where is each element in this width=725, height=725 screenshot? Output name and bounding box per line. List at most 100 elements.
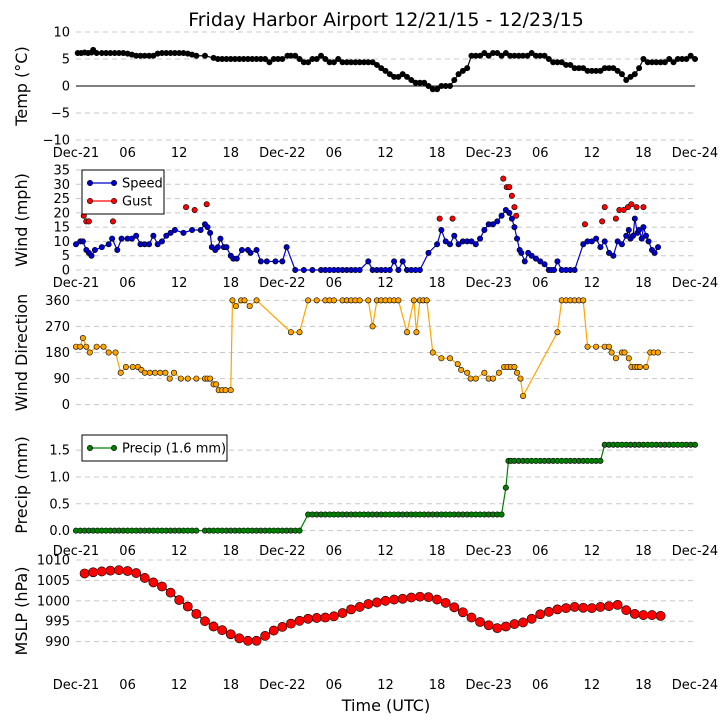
data-point: [292, 266, 299, 273]
y-tick-label: 360: [45, 294, 70, 309]
data-point: [203, 201, 210, 208]
data-point: [408, 77, 415, 84]
x-tick-label: 06: [326, 678, 343, 693]
data-point: [105, 565, 116, 576]
data-point: [629, 608, 640, 619]
data-point: [309, 266, 316, 273]
x-tick-label: 18: [222, 146, 239, 161]
data-point: [225, 629, 236, 640]
data-point: [373, 61, 380, 68]
data-point: [509, 619, 520, 629]
data-point: [584, 343, 591, 350]
data-point: [633, 204, 640, 211]
data-point: [642, 363, 649, 370]
data-point: [498, 511, 505, 518]
data-point: [601, 238, 608, 245]
data-point: [365, 258, 372, 265]
y-tick-label: 0: [62, 264, 70, 279]
data-point: [403, 73, 410, 80]
data-point: [77, 343, 84, 350]
data-point: [346, 604, 357, 615]
data-point: [630, 232, 637, 239]
data-point: [604, 601, 614, 612]
data-point: [655, 610, 666, 621]
data-point: [263, 258, 270, 265]
data-point: [597, 67, 604, 74]
x-tick-label: 18: [429, 544, 446, 559]
data-point: [495, 369, 502, 376]
data-point: [610, 65, 617, 72]
data-point: [485, 52, 492, 59]
data-point: [117, 369, 124, 376]
data-point: [508, 192, 515, 199]
data-point: [201, 52, 208, 59]
y-tick-label: 90: [53, 372, 70, 387]
data-point: [586, 603, 597, 614]
y-tick-label: 270: [45, 320, 70, 335]
data-point: [459, 67, 466, 74]
data-point: [129, 363, 136, 370]
data-point: [79, 568, 90, 579]
data-point: [691, 55, 698, 62]
data-point: [655, 349, 662, 356]
data-point: [416, 266, 423, 273]
series-wind-1: [80, 175, 647, 228]
y-axis-title: MSLP (hPa): [12, 567, 31, 656]
data-point: [395, 297, 402, 304]
data-point: [477, 52, 484, 59]
data-point: [569, 602, 580, 612]
data-point: [163, 232, 170, 239]
data-point: [246, 303, 253, 310]
data-point: [640, 55, 647, 62]
x-tick-label: 18: [429, 276, 446, 291]
data-point: [621, 349, 628, 356]
x-tick-label: Dec-22: [259, 678, 305, 693]
y-tick-label: −5: [51, 107, 70, 122]
data-point: [397, 593, 408, 604]
data-point: [365, 297, 372, 304]
data-point: [438, 355, 445, 362]
x-tick-label: 12: [171, 276, 188, 291]
data-point: [528, 252, 535, 259]
data-point: [506, 184, 513, 191]
data-point: [687, 52, 694, 59]
data-point: [580, 65, 587, 72]
data-point: [475, 617, 485, 627]
x-tick-label: 12: [377, 544, 394, 559]
data-point: [167, 229, 174, 236]
data-point: [481, 50, 488, 57]
data-point: [661, 59, 668, 66]
y-tick-label: 990: [45, 635, 70, 650]
data-point: [191, 608, 202, 619]
x-tick-label: 18: [635, 276, 652, 291]
data-point: [296, 329, 303, 336]
data-point: [98, 244, 105, 251]
series-wind-0: [73, 207, 662, 273]
x-tick-label: 12: [171, 678, 188, 693]
data-point: [631, 71, 638, 78]
x-tick-label: 06: [326, 146, 343, 161]
data-point: [511, 204, 518, 211]
legend-label: Speed: [122, 177, 163, 192]
data-point: [477, 235, 484, 242]
data-point: [434, 241, 441, 248]
x-tick-label: 12: [584, 146, 601, 161]
x-tick-label: Dec-24: [672, 276, 718, 291]
data-point: [208, 621, 219, 632]
panel-precip: 0.0 0.5 1.0 1.5 Precip (mm) Dec-21 06 12 18 Dec-2…: [12, 434, 718, 559]
chart-title: Friday Harbor Airport 12/21/15 - 12/23/1…: [188, 9, 584, 31]
series-wdir-0: [73, 297, 662, 399]
data-point: [356, 297, 363, 304]
data-point: [399, 258, 406, 265]
legend-swatch-marker: [111, 198, 118, 205]
data-point: [610, 252, 617, 259]
data-point: [234, 633, 245, 644]
data-point: [414, 591, 425, 602]
x-axis-title: Time (UTC): [341, 696, 430, 715]
data-point: [481, 369, 488, 376]
data-point: [146, 369, 153, 376]
data-point: [262, 55, 269, 62]
data-point: [118, 235, 125, 242]
data-point: [580, 241, 587, 248]
